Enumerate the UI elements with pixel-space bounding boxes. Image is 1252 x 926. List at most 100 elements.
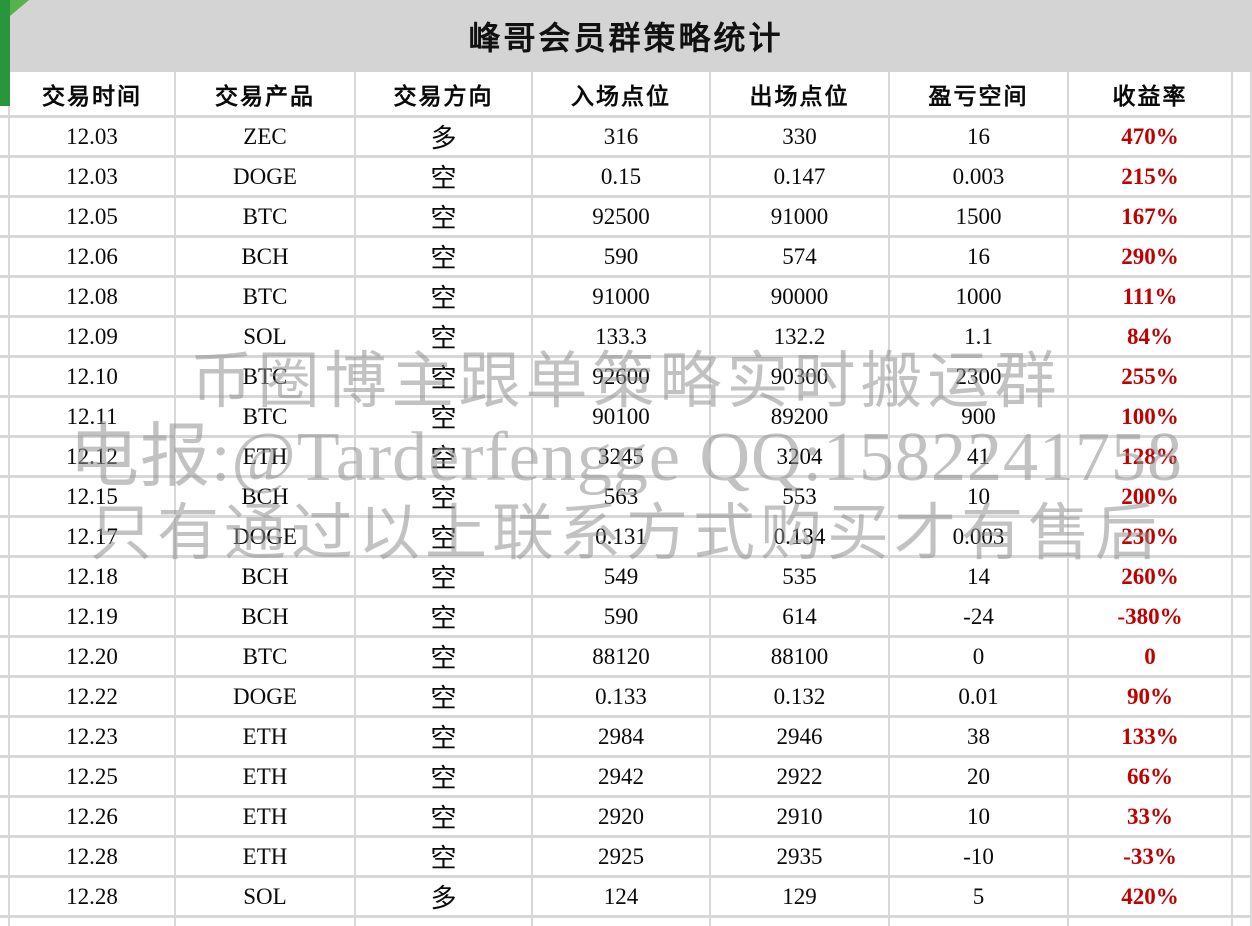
partial-cell-direction [356,918,533,926]
row-left-sliver [0,238,10,278]
cell-date: 12.09 [10,318,176,358]
cell-roi: 133% [1069,718,1233,758]
cell-roi: 111% [1069,278,1233,318]
cell-direction: 多 [356,878,533,918]
cell-product: BTC [176,278,356,318]
cell-exit: 0.147 [711,158,890,198]
cell-product: BTC [176,358,356,398]
cell-exit: 0.134 [711,518,890,558]
cell-pnl: 900 [890,398,1069,438]
cell-direction: 空 [356,598,533,638]
header-right-sliver [1233,72,1252,118]
cell-direction: 空 [356,758,533,798]
cell-pnl: 1.1 [890,318,1069,358]
strategy-table: 交易时间 交易产品 交易方向 入场点位 出场点位 盈亏空间 收益率 12.03 ZEC 多 316… [0,72,1252,926]
row-right-sliver [1233,238,1252,278]
cell-roi: 90% [1069,678,1233,718]
cell-roi: 66% [1069,758,1233,798]
row-left-sliver [0,358,10,398]
row-right-sliver [1233,878,1252,918]
cell-direction: 空 [356,438,533,478]
folded-corner-icon [10,0,29,16]
table-row: 12.28 SOL 多 124 129 5 420% [0,878,1252,918]
cell-exit: 129 [711,878,890,918]
cell-date: 12.06 [10,238,176,278]
cell-direction: 空 [356,198,533,238]
cell-exit: 330 [711,118,890,158]
cell-roi: 420% [1069,878,1233,918]
header-cell-pnl: 盈亏空间 [890,72,1069,118]
row-right-sliver [1233,598,1252,638]
table-row: 12.11 BTC 空 90100 89200 900 100% [0,398,1252,438]
cell-exit: 535 [711,558,890,598]
row-left-sliver [0,318,10,358]
cell-exit: 2922 [711,758,890,798]
row-left-sliver [0,438,10,478]
cell-direction: 空 [356,638,533,678]
row-right-sliver [1233,798,1252,838]
cell-roi: 128% [1069,438,1233,478]
cell-direction: 空 [356,518,533,558]
row-left-sliver [0,278,10,318]
row-right-sliver [1233,718,1252,758]
cell-exit: 132.2 [711,318,890,358]
partial-cell-exit [711,918,890,926]
cell-pnl: 1500 [890,198,1069,238]
cell-exit: 614 [711,598,890,638]
table-row: 12.09 SOL 空 133.3 132.2 1.1 84% [0,318,1252,358]
cell-pnl: 10 [890,798,1069,838]
row-right-sliver [1233,838,1252,878]
table-row: 12.19 BCH 空 590 614 -24 -380% [0,598,1252,638]
table-row: 12.10 BTC 空 92600 90300 2300 255% [0,358,1252,398]
table-row: 12.20 BTC 空 88120 88100 0 0 [0,638,1252,678]
cell-roi: 215% [1069,158,1233,198]
cell-date: 12.17 [10,518,176,558]
cell-exit: 3204 [711,438,890,478]
cell-product: ETH [176,798,356,838]
cell-direction: 空 [356,398,533,438]
cell-exit: 90300 [711,358,890,398]
row-right-sliver [1233,398,1252,438]
cell-direction: 空 [356,798,533,838]
cell-entry: 92500 [533,198,711,238]
cell-product: BTC [176,398,356,438]
cell-date: 12.03 [10,158,176,198]
cell-pnl: 10 [890,478,1069,518]
cell-roi: 255% [1069,358,1233,398]
cell-date: 12.23 [10,718,176,758]
cell-exit: 2946 [711,718,890,758]
cell-entry: 2942 [533,758,711,798]
header-cell-exit: 出场点位 [711,72,890,118]
table-partial-row [0,918,1252,926]
cell-roi: 200% [1069,478,1233,518]
row-right-sliver [1233,158,1252,198]
cell-pnl: 41 [890,438,1069,478]
cell-date: 12.10 [10,358,176,398]
cell-date: 12.19 [10,598,176,638]
cell-date: 12.15 [10,478,176,518]
cell-direction: 空 [356,478,533,518]
row-left-sliver [0,718,10,758]
cell-product: ETH [176,438,356,478]
cell-date: 12.28 [10,838,176,878]
cell-pnl: 16 [890,238,1069,278]
cell-entry: 0.15 [533,158,711,198]
row-left-sliver [0,198,10,238]
cell-product: BCH [176,558,356,598]
table-row: 12.17 DOGE 空 0.131 0.134 0.003 230% [0,518,1252,558]
cell-date: 12.22 [10,678,176,718]
row-left-sliver [0,758,10,798]
cell-direction: 空 [356,278,533,318]
cell-roi: 230% [1069,518,1233,558]
cell-direction: 空 [356,158,533,198]
table-header-row: 交易时间 交易产品 交易方向 入场点位 出场点位 盈亏空间 收益率 [0,72,1252,118]
cell-product: BTC [176,638,356,678]
cell-entry: 88120 [533,638,711,678]
cell-roi: 33% [1069,798,1233,838]
cell-product: ETH [176,758,356,798]
cell-pnl: 38 [890,718,1069,758]
row-right-sliver [1233,358,1252,398]
cell-roi: 290% [1069,238,1233,278]
cell-exit: 553 [711,478,890,518]
cell-entry: 91000 [533,278,711,318]
